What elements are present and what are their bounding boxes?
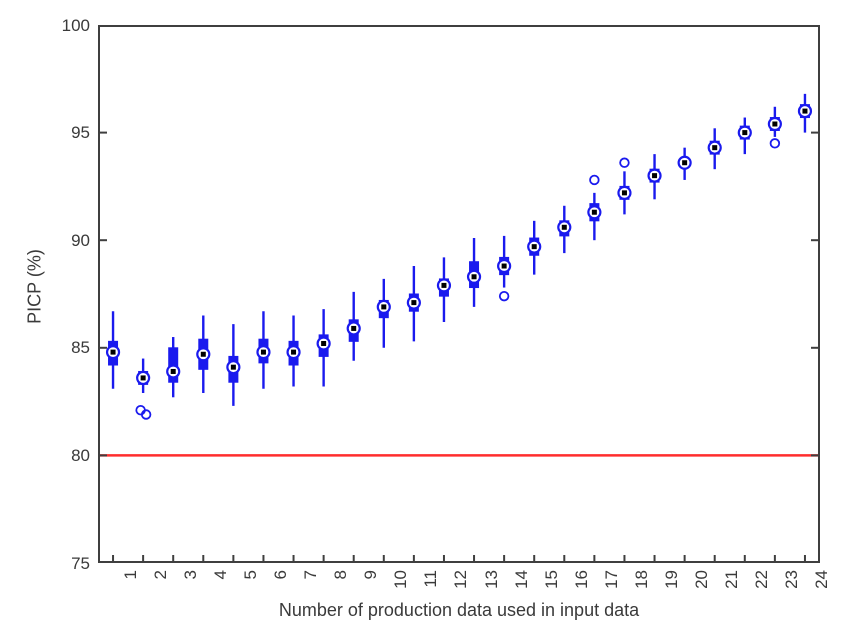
median-center-dot: [291, 349, 297, 355]
boxplot-24: [797, 93, 813, 133]
boxplot-3: [166, 337, 181, 398]
median-center-dot: [802, 108, 808, 114]
median-center-dot: [260, 349, 266, 355]
outlier-point: [589, 174, 600, 186]
median-center-dot: [561, 224, 567, 230]
median-center-dot: [321, 340, 327, 346]
outlier-point: [140, 409, 152, 420]
boxplot-13: [466, 238, 482, 307]
outlier-point: [769, 138, 781, 149]
boxplot-6: [256, 311, 271, 389]
boxplot-18: [617, 157, 632, 215]
median-center-dot: [621, 190, 627, 196]
outlier-point: [498, 290, 510, 302]
boxplot-4: [196, 315, 211, 393]
median-center-dot: [471, 274, 477, 280]
boxplot-20: [677, 147, 692, 180]
boxplot-2: [135, 358, 152, 420]
boxplot-11: [406, 266, 421, 342]
y-tick-label: 100: [61, 15, 90, 35]
y-tick-label: 90: [71, 230, 90, 250]
plot-area: [98, 25, 820, 563]
median-center-dot: [230, 364, 236, 370]
boxplot-8: [316, 309, 331, 387]
median-center-dot: [742, 130, 748, 136]
boxplot-21: [707, 128, 722, 170]
median-center-dot: [200, 351, 206, 357]
median-center-dot: [110, 349, 116, 355]
boxplot-12: [436, 257, 452, 322]
median-center-dot: [682, 160, 688, 166]
boxplot-23: [767, 106, 782, 149]
boxplot-17: [587, 174, 602, 241]
boxplot-series: [105, 93, 813, 420]
median-center-dot: [381, 304, 387, 310]
axis-ticks: [99, 25, 819, 563]
y-tick-label: 75: [71, 553, 90, 573]
median-center-dot: [591, 209, 597, 215]
boxplot-7: [286, 315, 301, 387]
median-center-dot: [652, 173, 658, 179]
median-center-dot: [441, 282, 447, 288]
outlier-point: [619, 157, 630, 168]
boxplot-10: [376, 278, 391, 348]
axes-frame: [98, 25, 820, 563]
boxplot-14: [497, 235, 512, 302]
boxplot-1: [105, 311, 121, 389]
y-tick-label: 80: [71, 445, 90, 465]
y-tick-label: 95: [71, 123, 90, 143]
y-axis-label: PICP (%): [24, 249, 45, 324]
median-center-dot: [712, 145, 718, 151]
median-center-dot: [531, 244, 537, 250]
x-axis-label: Number of production data used in input …: [278, 600, 640, 620]
median-center-dot: [170, 368, 176, 374]
y-tick-label: 85: [71, 338, 90, 358]
boxplot-22: [737, 117, 752, 155]
median-center-dot: [501, 263, 507, 269]
boxplot-19: [647, 154, 662, 200]
median-center-dot: [772, 121, 778, 127]
boxplot-9: [346, 291, 361, 361]
median-center-dot: [351, 325, 357, 331]
median-center-dot: [411, 300, 417, 306]
boxplot-15: [527, 220, 542, 275]
boxplot-5: [226, 324, 241, 406]
median-center-dot: [140, 375, 146, 381]
boxplot-16: [557, 205, 572, 254]
